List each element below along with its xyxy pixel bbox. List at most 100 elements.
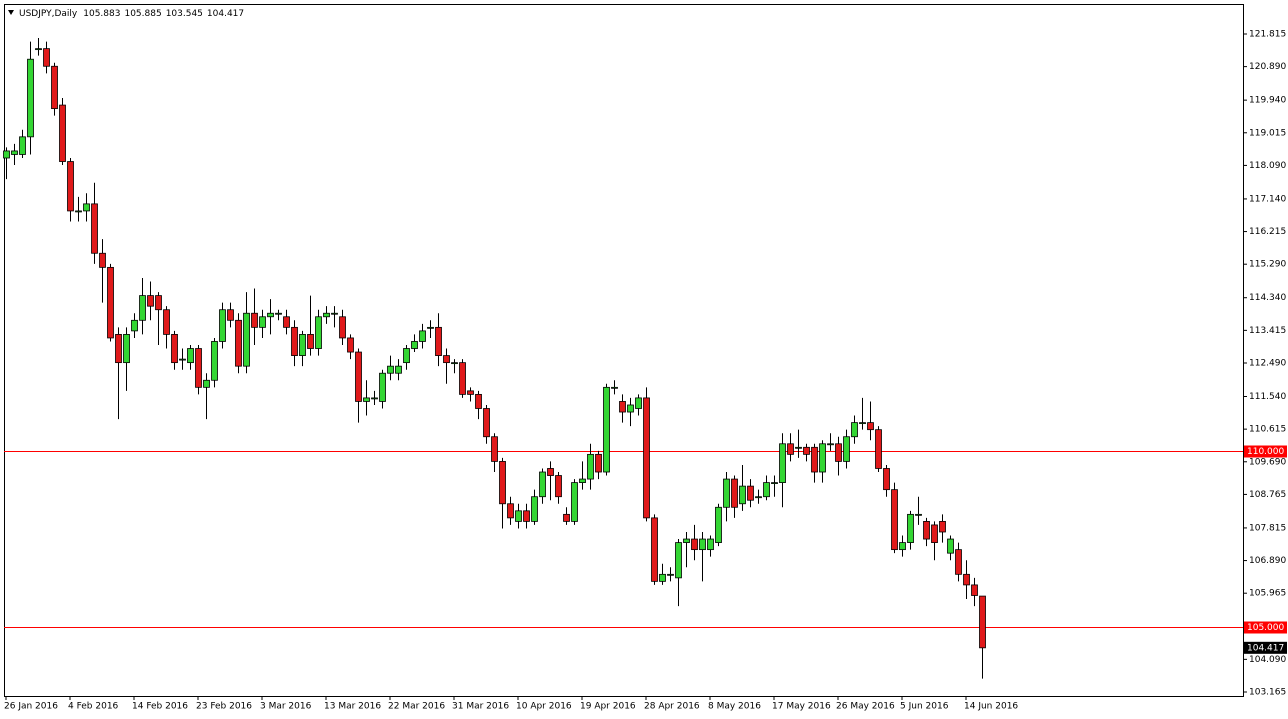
candle-body [979, 595, 986, 649]
header-close: 104.417 [207, 9, 244, 19]
candle-body [19, 136, 26, 155]
candle-body [491, 436, 498, 462]
y-tick-label: 113.415 [1249, 326, 1286, 336]
candle-body [691, 538, 698, 551]
x-tick-label: 19 Apr 2016 [580, 702, 636, 712]
header-low: 103.545 [166, 9, 203, 19]
chart-title: USDJPY,Daily [19, 9, 78, 19]
candle-body [187, 348, 194, 364]
candle-body [787, 443, 794, 455]
candle-body [403, 348, 410, 364]
candle-body [867, 422, 874, 431]
plot-frame [4, 4, 1244, 697]
candle-body [771, 482, 778, 484]
candle-body [339, 316, 346, 339]
candle-body [299, 334, 306, 356]
candle-body [267, 312, 274, 318]
candle-body [283, 316, 290, 328]
candle-body [387, 365, 394, 374]
candle-body [971, 584, 978, 596]
candle-body [571, 482, 578, 522]
candle-body [915, 513, 922, 516]
y-tick-label: 116.215 [1249, 227, 1286, 237]
candle-body [99, 252, 106, 268]
y-tick-label: 120.890 [1249, 62, 1286, 72]
candle-body [83, 203, 90, 212]
candle-body [763, 482, 770, 498]
candle-body [211, 341, 218, 381]
y-tick-label: 105.965 [1249, 589, 1286, 599]
candle-body [859, 422, 866, 425]
candle-body [59, 104, 66, 162]
x-tick-label: 23 Feb 2016 [196, 702, 252, 712]
candle-body [563, 513, 570, 522]
candle-body [219, 309, 226, 342]
x-tick-label: 5 Jun 2016 [900, 702, 949, 712]
candle-body [291, 326, 298, 356]
x-tick-label: 8 May 2016 [708, 702, 761, 712]
candle-body [507, 503, 514, 519]
y-tick-label: 110.615 [1249, 425, 1286, 435]
y-tick-label: 109.690 [1249, 457, 1286, 467]
candle-body [419, 330, 426, 342]
candle-body [747, 485, 754, 501]
candle-body [603, 386, 610, 473]
y-tick-label: 111.540 [1249, 392, 1286, 402]
menu-arrow[interactable] [8, 10, 14, 15]
candle-body [323, 312, 330, 318]
candle-body [347, 337, 354, 353]
y-tick-label: 114.340 [1249, 293, 1286, 303]
candle-body [707, 538, 714, 551]
y-tick-label: 103.165 [1249, 687, 1286, 697]
candle-body [171, 334, 178, 364]
candle-body [131, 319, 138, 332]
candle-body [363, 397, 370, 402]
candle-body [651, 517, 658, 582]
candle-body [891, 489, 898, 551]
price-label-box [1244, 445, 1287, 458]
candle-body [179, 358, 186, 361]
candle-body [355, 351, 362, 402]
candle-body [435, 326, 442, 356]
candle-body [939, 521, 946, 533]
candle-body [35, 48, 42, 51]
candle-body [259, 316, 266, 328]
candle-body [539, 471, 546, 498]
candle-body [227, 309, 234, 321]
x-tick-label: 26 Jan 2016 [4, 702, 58, 712]
chart-header: USDJPY,Daily 105.883 105.885 103.545 104.417 [19, 9, 244, 19]
candle-body [619, 401, 626, 413]
header-high: 105.885 [124, 9, 161, 19]
candle-body [723, 478, 730, 508]
candle-body [739, 485, 746, 505]
candle-body [195, 348, 202, 388]
candle-body [595, 453, 602, 473]
x-tick-label: 28 Apr 2016 [644, 702, 700, 712]
x-tick-label: 13 Mar 2016 [324, 702, 381, 712]
y-tick-label: 118.090 [1249, 161, 1286, 171]
candle-body [155, 295, 162, 311]
candle-body [835, 443, 842, 462]
candle-body [379, 372, 386, 402]
y-tick-label: 121.815 [1249, 29, 1286, 39]
price-label: 105.000 [1247, 623, 1284, 633]
candle-body [275, 312, 282, 315]
candle-body [307, 334, 314, 349]
header-open: 105.883 [83, 9, 120, 19]
candle-body [75, 210, 82, 213]
candle-body [931, 524, 938, 543]
y-tick-label: 119.015 [1249, 128, 1286, 138]
candle-body [715, 506, 722, 543]
candle-body [635, 397, 642, 409]
candle-body [627, 404, 634, 413]
candle-body [955, 549, 962, 575]
candle-body [843, 436, 850, 462]
x-tick-label: 10 Apr 2016 [516, 702, 572, 712]
candle-body [251, 312, 258, 328]
candle-body [659, 573, 666, 582]
candle-body [203, 379, 210, 388]
candle-body [451, 362, 458, 365]
y-tick-label: 106.890 [1249, 556, 1286, 566]
candle-body [907, 513, 914, 543]
candle-body [899, 542, 906, 551]
